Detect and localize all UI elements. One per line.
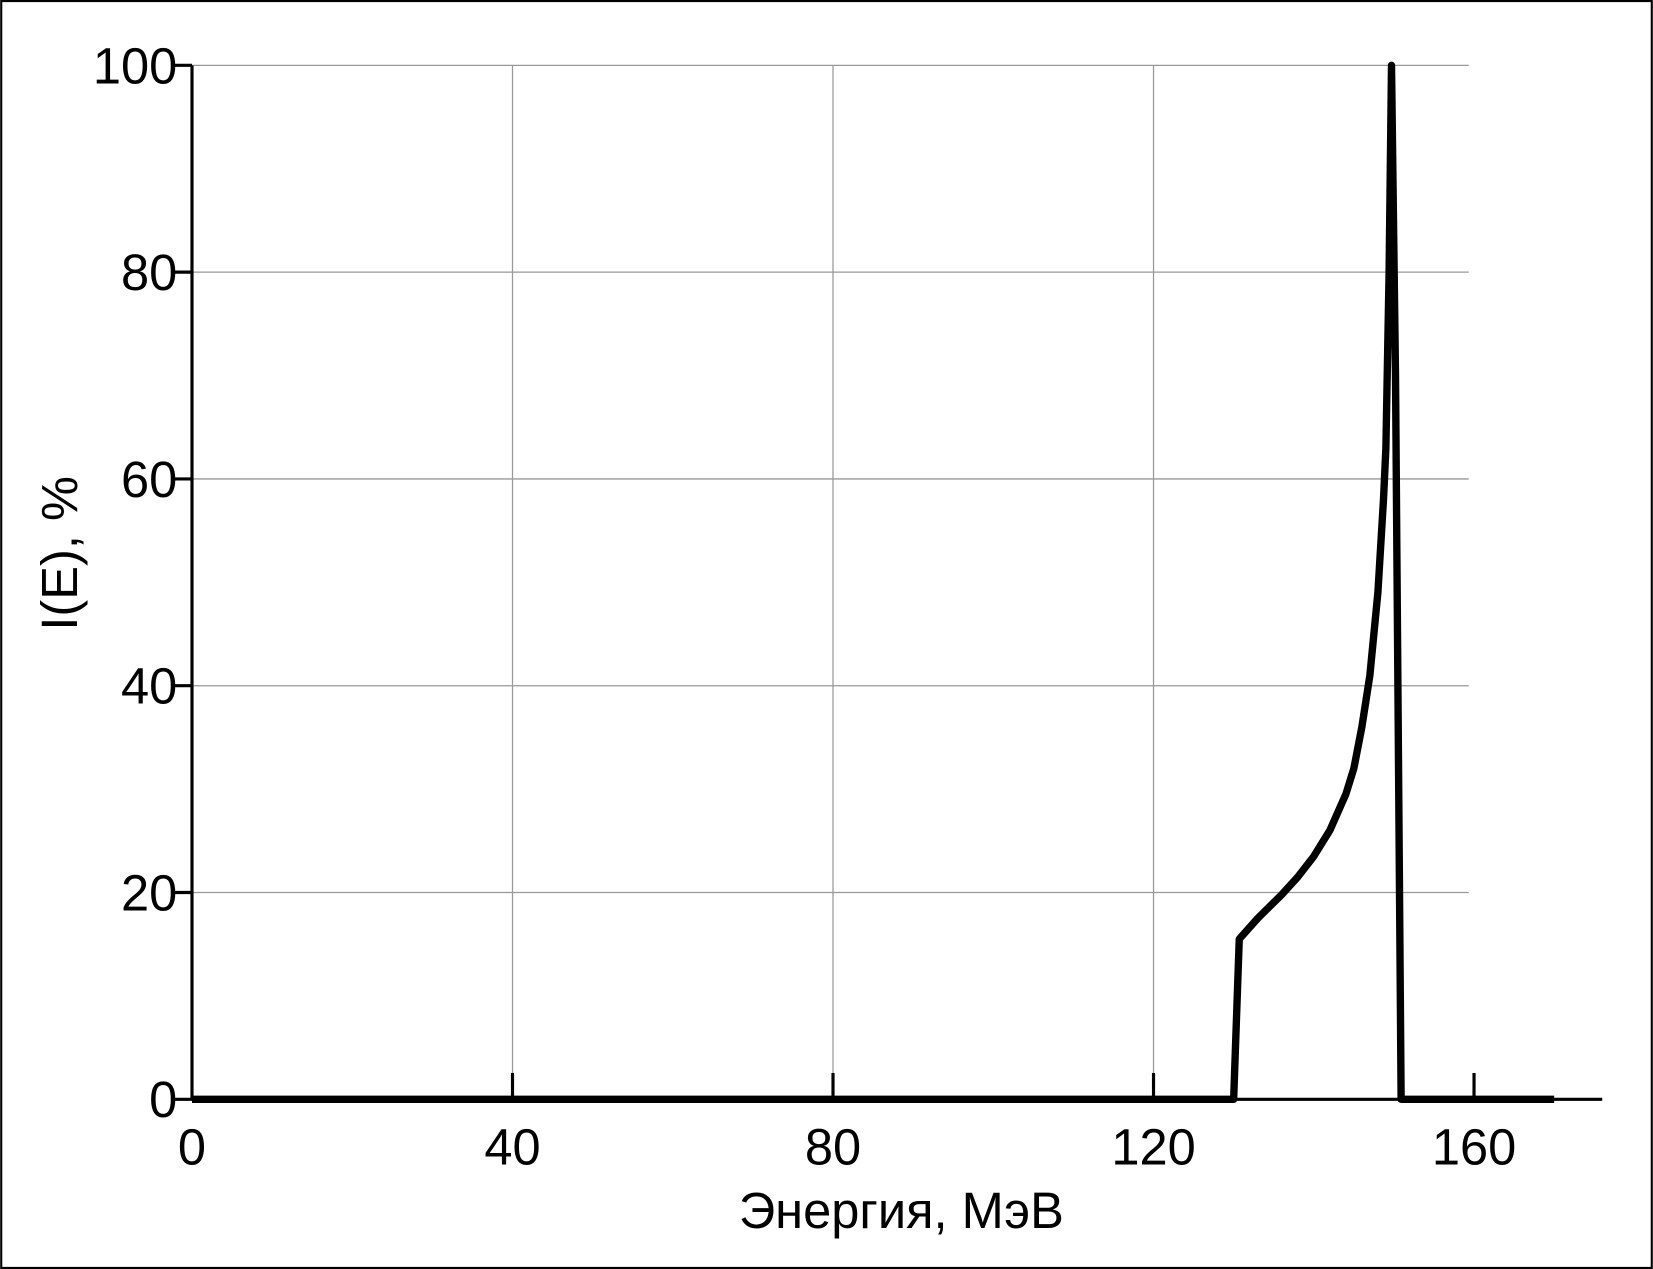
- x-tick-label: 0: [178, 1119, 206, 1176]
- y-tick-label: 0: [149, 1071, 177, 1128]
- x-tick-label: 120: [1111, 1119, 1195, 1176]
- y-tick-label: 60: [121, 451, 177, 508]
- y-tick-label: 80: [121, 244, 177, 301]
- y-axis-label: I(E), %: [31, 476, 88, 631]
- x-tick-label: 160: [1432, 1119, 1516, 1176]
- y-tick-label: 100: [93, 37, 177, 94]
- y-tick-label: 40: [121, 658, 177, 715]
- x-tick-label: 40: [484, 1119, 540, 1176]
- data-line: [191, 61, 1555, 1103]
- x-axis-label: Энергия, МэВ: [739, 1182, 1064, 1239]
- x-tick-label: 80: [805, 1119, 861, 1176]
- y-tick-label: 20: [121, 864, 177, 921]
